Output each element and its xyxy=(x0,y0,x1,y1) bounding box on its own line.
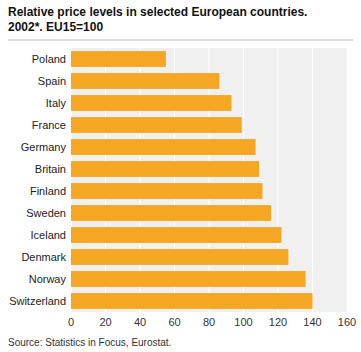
x-tick-label: 60 xyxy=(168,316,180,328)
grid-line xyxy=(312,48,313,312)
y-tick-label: Switzerland xyxy=(9,295,66,307)
y-tick-label: Britain xyxy=(35,163,66,175)
source-note: Source: Statistics in Focus, Eurostat. xyxy=(8,337,171,348)
x-tick-label: 120 xyxy=(269,316,287,328)
y-tick-label: Iceland xyxy=(31,229,66,241)
y-tick-label: Sweden xyxy=(26,207,66,219)
bar xyxy=(71,73,219,89)
chart: Relative price levels in selected Europe… xyxy=(0,0,361,352)
bar xyxy=(71,227,281,243)
title: Relative price levels in selected Europe… xyxy=(8,5,307,34)
x-tick-label: 160 xyxy=(338,316,356,328)
plot-background xyxy=(71,48,347,312)
y-tick-label: Norway xyxy=(29,273,67,285)
bar xyxy=(71,249,288,265)
grid-line xyxy=(347,48,348,312)
title-line: 2002*. EU15=100 xyxy=(8,20,103,34)
bar xyxy=(71,293,313,309)
bar xyxy=(71,161,259,177)
y-tick-label: Spain xyxy=(38,75,66,87)
bar xyxy=(71,95,231,111)
bar xyxy=(71,139,256,155)
x-tick-label: 0 xyxy=(68,316,74,328)
title-line: Relative price levels in selected Europe… xyxy=(8,5,307,19)
x-tick-label: 80 xyxy=(203,316,215,328)
y-tick-label: Denmark xyxy=(21,251,66,263)
x-tick-label: 20 xyxy=(99,316,111,328)
x-tick-label: 100 xyxy=(234,316,252,328)
x-tick-label: 140 xyxy=(303,316,321,328)
bar xyxy=(71,271,306,287)
bar xyxy=(71,183,262,199)
bar xyxy=(71,51,166,67)
separator xyxy=(8,40,353,41)
x-tick-label: 40 xyxy=(134,316,146,328)
y-tick-label: Poland xyxy=(32,53,66,65)
y-tick-label: Finland xyxy=(30,185,66,197)
y-tick-label: Germany xyxy=(21,141,67,153)
bar xyxy=(71,117,242,133)
bar xyxy=(71,205,271,221)
y-tick-label: France xyxy=(32,119,66,131)
y-tick-label: Italy xyxy=(46,97,67,109)
bars xyxy=(71,51,313,309)
